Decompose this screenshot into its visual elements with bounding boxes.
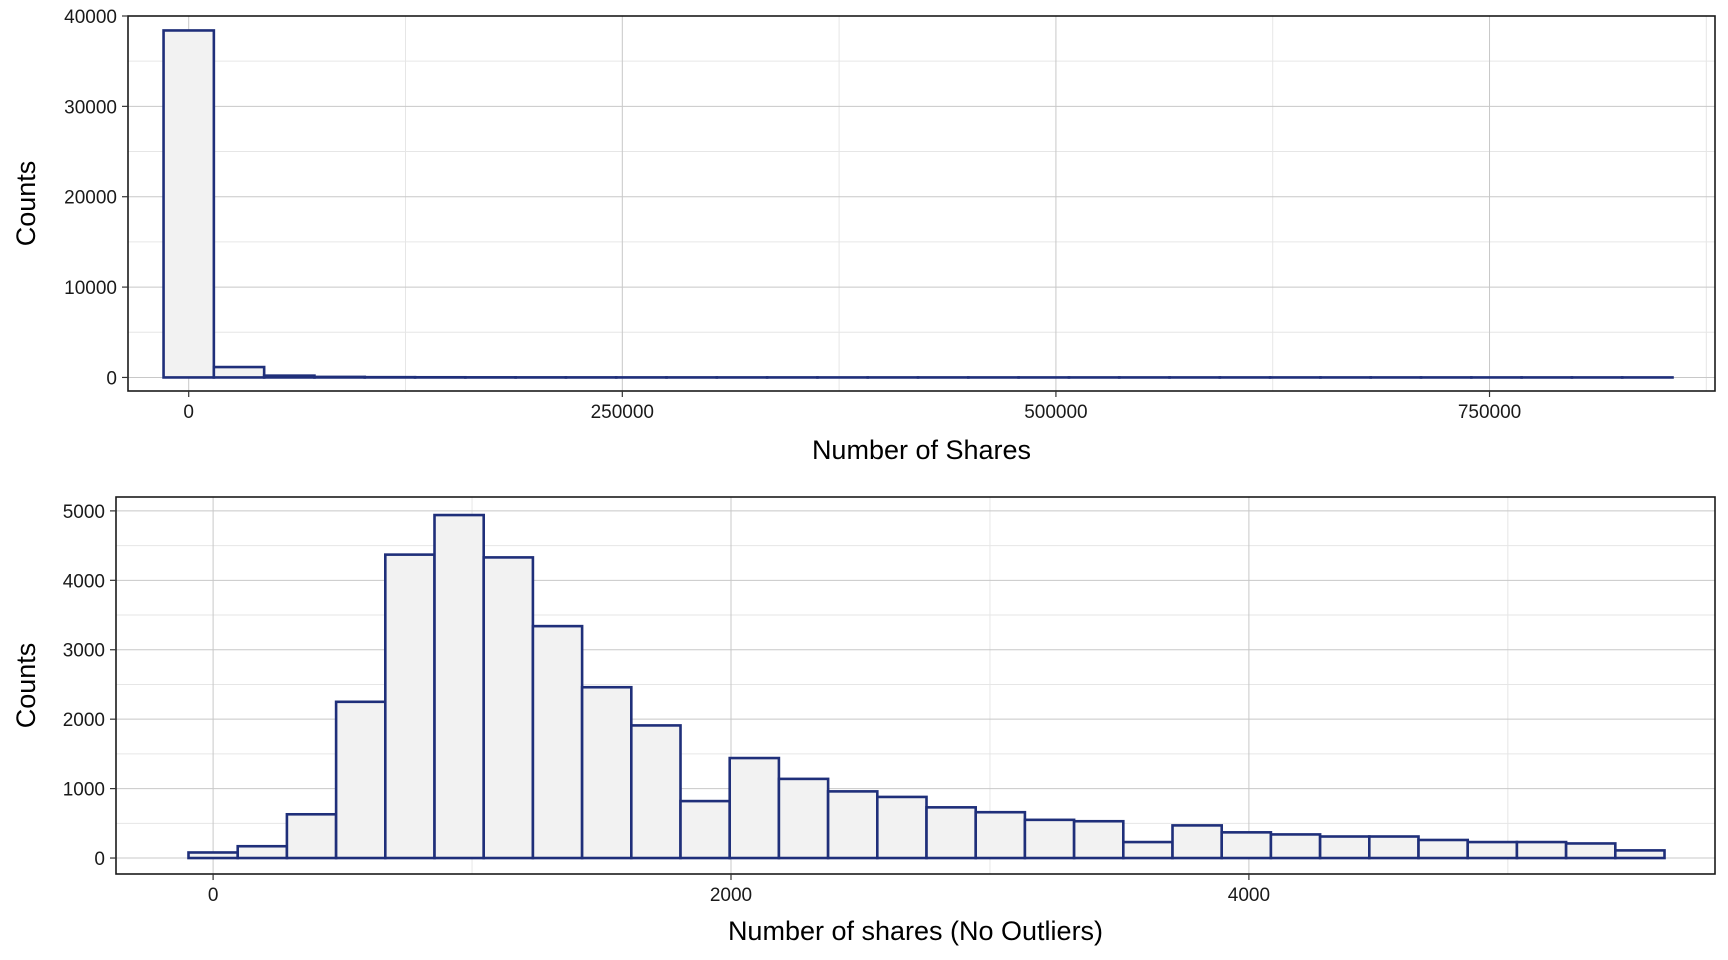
x-axis-title: Number of shares (No Outliers) bbox=[728, 916, 1103, 946]
x-tick-label: 250000 bbox=[591, 402, 654, 423]
histogram-bar bbox=[679, 799, 732, 860]
y-tick-label: 2000 bbox=[63, 710, 105, 731]
bars bbox=[162, 29, 1674, 379]
y-tick-label: 30000 bbox=[64, 97, 117, 118]
x-tick-label: 0 bbox=[183, 402, 194, 423]
ticks: 0 250000 500000 750000 0 10000 20000 30000 40000 bbox=[64, 7, 1521, 423]
ticks: 0 2000 4000 0 1000 2000 3000 4000 5000 bbox=[63, 502, 1270, 906]
y-tick-label: 40000 bbox=[64, 7, 117, 28]
histogram-bar bbox=[384, 553, 436, 860]
histogram-bar bbox=[925, 806, 978, 860]
histogram-bar bbox=[1122, 840, 1174, 860]
histogram-bar bbox=[1614, 849, 1666, 860]
histogram-bar bbox=[1417, 838, 1470, 860]
histogram-bar bbox=[433, 513, 486, 860]
histogram-bar bbox=[1318, 835, 1371, 860]
histogram-bar bbox=[236, 844, 289, 860]
histogram-bar bbox=[1072, 819, 1125, 860]
histogram-bar bbox=[531, 624, 584, 860]
histogram-bar bbox=[1220, 831, 1273, 860]
histogram-bar bbox=[212, 365, 266, 379]
histogram-bar bbox=[580, 685, 633, 860]
histogram-number-of-shares: 0 250000 500000 750000 0 10000 20000 30000 40000… bbox=[11, 7, 1716, 465]
panel-border bbox=[115, 496, 1716, 875]
y-tick-label: 5000 bbox=[63, 502, 105, 523]
x-tick-label: 4000 bbox=[1228, 885, 1270, 906]
histogram-bar bbox=[777, 777, 830, 860]
panel-border bbox=[127, 15, 1716, 392]
histogram-bar bbox=[187, 851, 240, 860]
x-tick-label: 2000 bbox=[710, 885, 752, 906]
histogram-bar bbox=[285, 812, 338, 860]
histogram-bar bbox=[1023, 818, 1076, 860]
y-tick-label: 3000 bbox=[63, 641, 105, 662]
x-tick-label: 750000 bbox=[1458, 402, 1521, 423]
y-axis-title: Counts bbox=[11, 643, 41, 729]
y-tick-label: 0 bbox=[94, 849, 105, 870]
histogram-bar bbox=[1564, 842, 1617, 860]
histogram-bar bbox=[728, 756, 781, 860]
histogram-bar bbox=[1368, 835, 1420, 860]
bars bbox=[187, 513, 1666, 860]
y-tick-label: 10000 bbox=[64, 278, 117, 299]
histogram-bar bbox=[313, 375, 367, 379]
y-axis-title: Counts bbox=[11, 161, 41, 247]
histogram-bar bbox=[630, 724, 682, 860]
y-tick-label: 20000 bbox=[64, 188, 117, 209]
x-tick-label: 0 bbox=[208, 885, 219, 906]
grid-lines bbox=[128, 15, 1715, 391]
histogram-bar bbox=[262, 374, 316, 379]
y-tick-label: 0 bbox=[106, 368, 117, 389]
histogram-bar bbox=[162, 29, 216, 379]
histogram-bar bbox=[1466, 840, 1519, 860]
histogram-bar bbox=[1269, 833, 1322, 860]
histogram-bar bbox=[482, 556, 535, 860]
histogram-bar bbox=[826, 790, 879, 860]
x-tick-label: 500000 bbox=[1024, 402, 1087, 423]
histogram-number-of-shares-no-outliers: 0 2000 4000 0 1000 2000 3000 4000 5000 Number of… bbox=[11, 496, 1716, 946]
histogram-bar bbox=[1171, 824, 1224, 860]
y-tick-label: 1000 bbox=[63, 780, 105, 801]
histogram-bar bbox=[1515, 840, 1568, 860]
histogram-bar bbox=[876, 795, 928, 860]
histogram-bar bbox=[974, 810, 1027, 860]
histogram-bar bbox=[334, 700, 387, 860]
y-tick-label: 4000 bbox=[63, 571, 105, 592]
x-axis-title: Number of Shares bbox=[812, 435, 1031, 465]
